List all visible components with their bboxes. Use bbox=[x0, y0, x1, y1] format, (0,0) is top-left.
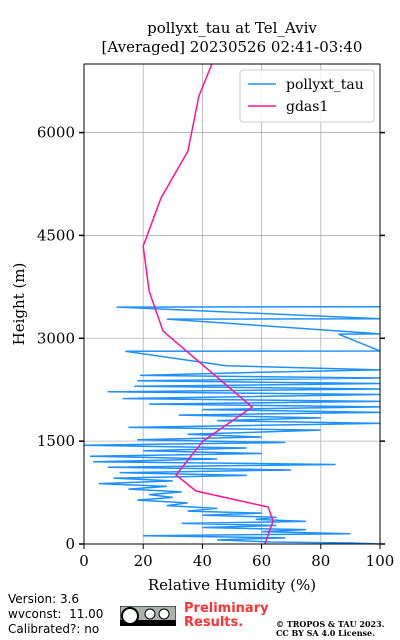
chart-subtitle: [Averaged] 20230526 02:41-03:40 bbox=[102, 38, 363, 56]
y-tick-label: 4500 bbox=[37, 226, 75, 244]
legend-label: pollyxt_tau bbox=[286, 77, 364, 93]
chart-title: pollyxt_tau at Tel_Aviv bbox=[147, 19, 317, 37]
x-tick-label: 80 bbox=[311, 552, 330, 570]
footer-info: Version: 3.6 wvconst: 11.00 Calibrated?:… bbox=[8, 592, 103, 637]
y-tick-label: 3000 bbox=[37, 329, 75, 347]
x-tick-label: 100 bbox=[366, 552, 395, 570]
x-axis-label: Relative Humidity (%) bbox=[148, 576, 316, 594]
data-line bbox=[142, 63, 274, 545]
y-tick-label: 0 bbox=[65, 535, 75, 553]
legend-box bbox=[239, 69, 375, 123]
chart: pollyxt_tau at Tel_Aviv [Averaged] 20230… bbox=[10, 19, 395, 594]
x-tick-label: 60 bbox=[252, 552, 271, 570]
legend-label: gdas1 bbox=[286, 99, 328, 115]
y-axis-label: Height (m) bbox=[10, 263, 28, 346]
x-tick-label: 40 bbox=[193, 552, 212, 570]
wvconst: wvconst: 11.00 bbox=[8, 607, 104, 621]
plot-frame bbox=[83, 63, 381, 545]
license-text: CC BY SA 4.0 License. bbox=[276, 628, 375, 638]
version: Version: 3.6 bbox=[8, 592, 80, 606]
copyright: © TROPOS & TAU 2023. CC BY SA 4.0 Licens… bbox=[276, 620, 384, 638]
y-tick-label: 1500 bbox=[37, 432, 75, 450]
data-line bbox=[83, 305, 381, 545]
cc-icon bbox=[120, 606, 176, 626]
calibrated: Calibrated?: no bbox=[8, 622, 100, 636]
copyright-text: © TROPOS & TAU 2023. bbox=[276, 619, 385, 629]
x-tick-label: 0 bbox=[79, 552, 89, 570]
preliminary: Preliminary Results. bbox=[184, 601, 269, 630]
y-tick-label: 6000 bbox=[37, 124, 75, 142]
x-tick-label: 20 bbox=[134, 552, 153, 570]
